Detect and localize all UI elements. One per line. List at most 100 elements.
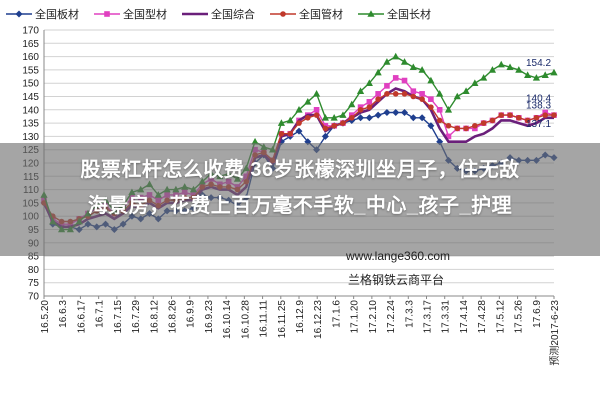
x-tick-label: 16.6.3	[58, 300, 69, 328]
data-point	[340, 120, 346, 126]
data-point	[542, 112, 549, 118]
x-tick-label: 16.7.29	[131, 300, 142, 334]
data-point	[533, 114, 540, 121]
data-point	[295, 106, 303, 113]
x-tick-label: 预测2017-6-23	[548, 300, 561, 366]
x-tick-label: 17.4.28	[477, 300, 488, 334]
data-point	[15, 10, 23, 18]
legend-swatch	[94, 11, 120, 17]
data-point	[472, 122, 478, 129]
legend-label: 全国型材	[123, 9, 167, 21]
y-tick-label: 170	[22, 26, 39, 37]
y-tick-label: 140	[22, 105, 39, 116]
data-point	[392, 108, 400, 116]
data-point	[357, 114, 365, 122]
data-point	[419, 91, 425, 97]
data-point	[365, 114, 373, 122]
watermark-company: 兰格钢铁云商平台	[348, 273, 445, 287]
data-point	[463, 125, 469, 132]
data-point	[401, 108, 409, 116]
x-tick-label: 16.8.26	[168, 300, 179, 334]
data-point	[524, 117, 531, 124]
data-point	[427, 122, 435, 130]
y-tick-label: 75	[28, 278, 40, 289]
data-point	[392, 91, 399, 97]
y-tick-label: 160	[22, 52, 39, 63]
y-tick-label: 130	[22, 132, 39, 143]
data-point	[104, 11, 110, 17]
data-point	[436, 90, 444, 97]
data-point	[497, 60, 505, 68]
data-point	[524, 71, 532, 79]
x-tick-label: 16.8.12	[149, 300, 160, 334]
data-point	[383, 58, 391, 65]
data-point	[436, 117, 443, 124]
data-point	[436, 107, 443, 113]
data-point	[480, 74, 488, 81]
data-point	[400, 58, 409, 65]
data-point	[506, 63, 514, 71]
data-point	[331, 122, 337, 129]
x-tick-label: 17.3.3	[404, 300, 415, 328]
data-point	[384, 91, 390, 97]
legend-item: 全国长材	[358, 6, 431, 22]
data-point	[410, 93, 417, 100]
x-tick-label: 16.10.14	[222, 300, 233, 339]
data-point	[418, 66, 426, 73]
data-point	[384, 83, 390, 89]
y-tick-label: 85	[28, 252, 40, 263]
headline[interactable]: 股票杠杆怎么收费 36岁张檬深圳坐月子，住无敌 海景房，花费上百万毫不手软_中心…	[0, 152, 600, 224]
watermark-url: www.lange360.com	[346, 249, 451, 263]
data-point	[453, 92, 461, 100]
data-point	[357, 107, 364, 113]
legend-item: 全国板材	[6, 6, 79, 22]
data-point	[313, 112, 320, 118]
x-tick-label: 16.6.17	[76, 300, 87, 334]
data-point	[374, 111, 382, 119]
data-point	[366, 99, 373, 105]
data-point	[251, 137, 259, 145]
data-point	[277, 119, 286, 126]
data-point	[313, 107, 320, 113]
x-tick-label: 16.7.15	[113, 300, 124, 334]
data-point	[356, 87, 365, 94]
x-tick-label: 17.6.9	[532, 300, 543, 328]
y-tick-label: 135	[22, 119, 39, 130]
data-point	[304, 98, 312, 105]
data-point	[367, 10, 375, 17]
y-tick-label: 150	[22, 79, 39, 90]
data-point	[401, 77, 408, 84]
x-tick-label: 17.1.6	[331, 300, 342, 328]
data-point	[498, 112, 505, 118]
end-value-label: 138.3	[526, 100, 551, 111]
legend-item: 全国管材	[270, 6, 343, 22]
data-point	[401, 91, 408, 97]
x-tick-label: 16.5.20	[40, 300, 51, 334]
data-point	[409, 63, 417, 71]
x-tick-label: 16.12.9	[295, 300, 306, 334]
end-value-label: 140.4	[526, 93, 551, 104]
data-point	[445, 122, 452, 129]
data-point	[462, 87, 470, 94]
data-point	[532, 74, 541, 81]
data-point	[374, 68, 382, 76]
y-tick-label: 155	[22, 65, 39, 76]
data-point	[515, 66, 523, 73]
data-point	[419, 96, 425, 102]
legend: 全国板材 全国型材 全国综合 全国管材 全国长材	[6, 3, 444, 25]
data-point	[471, 79, 479, 86]
end-value-label: 154.2	[526, 58, 551, 69]
data-point	[541, 71, 549, 79]
data-point	[480, 120, 487, 126]
data-point	[312, 90, 321, 97]
data-point	[287, 130, 294, 137]
x-tick-label: 16.9.9	[186, 300, 197, 328]
x-tick-label: 17.4.14	[459, 300, 470, 334]
x-tick-label: 16.12.23	[313, 300, 324, 339]
data-point	[348, 114, 355, 121]
data-point	[295, 127, 303, 135]
legend-label: 全国综合	[211, 9, 255, 21]
y-tick-label: 70	[28, 292, 40, 303]
y-tick-label: 165	[22, 39, 39, 50]
data-point	[304, 114, 311, 121]
